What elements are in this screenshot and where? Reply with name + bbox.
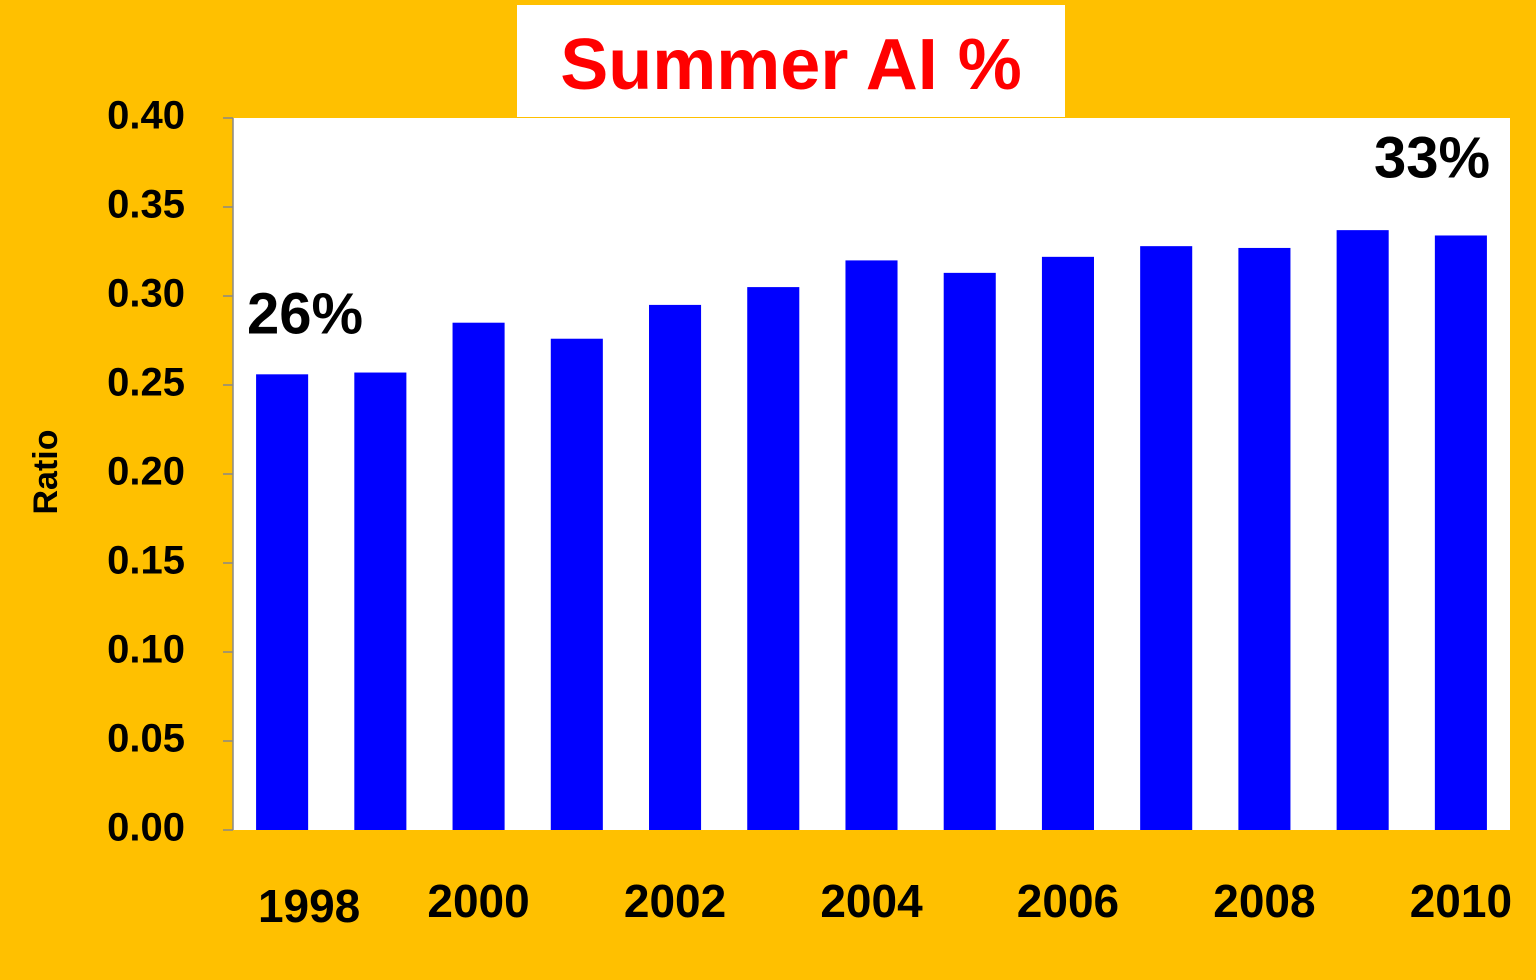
y-tick-label: 0.05 xyxy=(107,717,185,761)
y-axis-label: Ratio xyxy=(27,430,65,515)
y-tick-label: 0.30 xyxy=(107,272,185,316)
x-tick-label: 2000 xyxy=(427,875,529,927)
bar xyxy=(943,272,996,830)
y-tick-label: 0.00 xyxy=(107,806,185,850)
bar xyxy=(649,304,702,830)
bar xyxy=(845,260,898,830)
annotation: 33% xyxy=(1374,125,1490,190)
y-tick-label: 0.35 xyxy=(107,183,185,227)
bar xyxy=(1041,256,1094,831)
x-tick-label: 2006 xyxy=(1017,875,1119,927)
chart-title: Summer AI % xyxy=(560,25,1021,105)
bar xyxy=(1336,230,1389,830)
bar xyxy=(256,374,309,830)
bar xyxy=(747,287,800,831)
bar xyxy=(1140,246,1193,830)
y-tick-label: 0.25 xyxy=(107,361,185,405)
bar xyxy=(452,322,505,830)
bar xyxy=(1434,235,1487,831)
y-tick-label: 0.20 xyxy=(107,450,185,494)
y-tick-label: 0.40 xyxy=(107,94,185,138)
x-tick-label: 2010 xyxy=(1410,875,1512,927)
x-tick-label: 1998 xyxy=(258,880,360,932)
x-tick-label: 2004 xyxy=(820,875,923,927)
title-box xyxy=(517,5,1065,117)
bar xyxy=(354,372,407,830)
y-tick-label: 0.15 xyxy=(107,539,185,583)
bar xyxy=(1238,247,1291,830)
annotation: 26% xyxy=(247,281,363,346)
bar xyxy=(550,338,603,830)
x-tick-label: 2002 xyxy=(624,875,726,927)
y-tick-label: 0.10 xyxy=(107,628,185,672)
x-tick-label: 2008 xyxy=(1213,875,1315,927)
